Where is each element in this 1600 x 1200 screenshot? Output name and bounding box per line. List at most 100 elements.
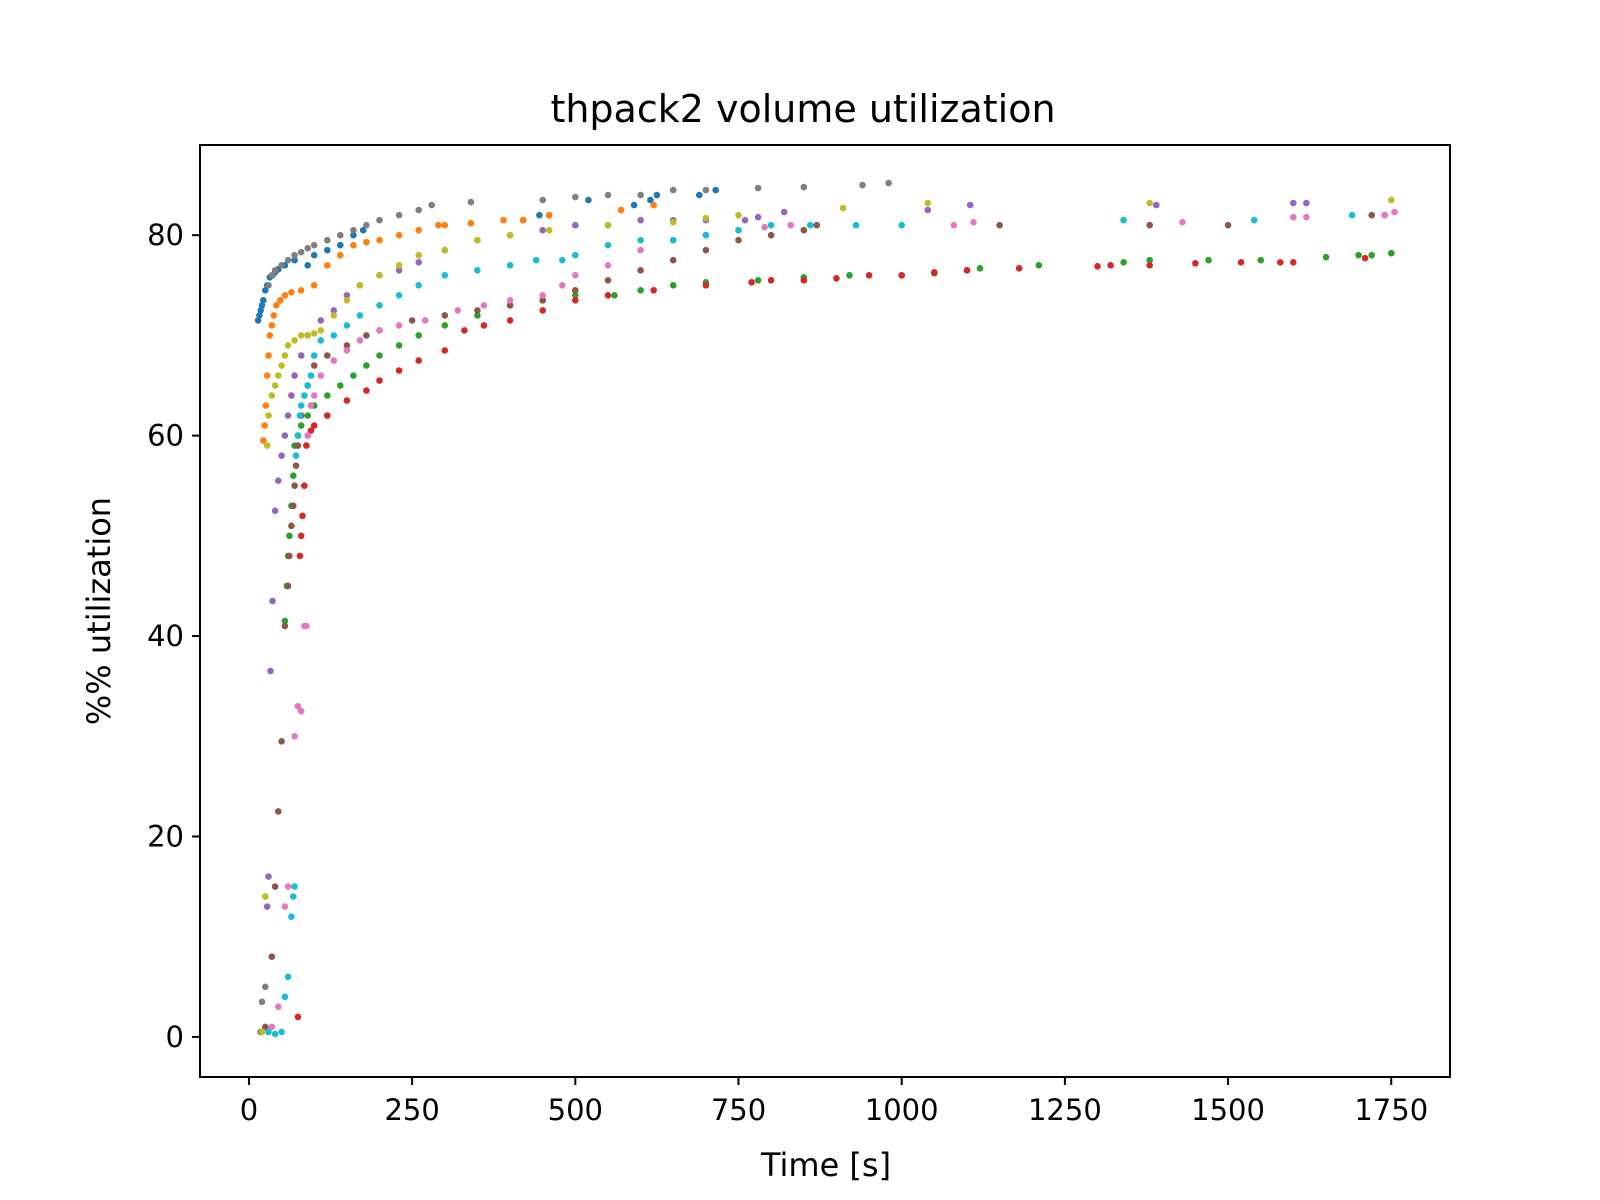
data-point — [271, 883, 279, 890]
y-tick-label: 40 — [147, 619, 184, 653]
data-point — [262, 287, 269, 294]
data-point — [604, 191, 612, 199]
data-point — [356, 312, 364, 319]
x-tick-label: 1000 — [865, 1093, 939, 1127]
data-point — [284, 412, 292, 419]
data-point — [833, 275, 840, 282]
data-point — [474, 307, 481, 314]
data-point — [268, 392, 276, 399]
data-point — [669, 218, 677, 226]
data-point — [269, 597, 276, 605]
data-point — [286, 552, 293, 560]
data-point — [263, 903, 271, 910]
data-point — [428, 201, 436, 209]
data-point — [545, 226, 553, 234]
data-point — [572, 292, 579, 299]
data-point — [310, 362, 318, 369]
data-point — [813, 221, 821, 229]
data-point — [317, 327, 325, 334]
data-point — [260, 437, 267, 444]
data-point — [330, 332, 338, 339]
data-point — [304, 382, 312, 389]
data-point — [748, 279, 755, 286]
data-point — [350, 226, 357, 234]
data-point — [271, 267, 279, 274]
data-point — [262, 1023, 269, 1031]
data-point — [270, 312, 278, 319]
data-point — [1277, 259, 1284, 266]
data-point — [395, 322, 403, 329]
data-point — [376, 352, 383, 359]
data-point — [304, 332, 312, 339]
data-point — [265, 282, 272, 289]
data-point — [735, 236, 742, 244]
data-point — [304, 244, 312, 252]
data-point — [1146, 256, 1153, 264]
data-point — [288, 913, 295, 920]
data-point — [506, 317, 514, 324]
data-point — [273, 302, 280, 309]
data-point — [839, 204, 847, 212]
data-point — [263, 442, 271, 449]
data-point — [268, 953, 276, 960]
data-point — [1153, 201, 1160, 209]
data-point — [337, 251, 344, 259]
data-point — [604, 262, 612, 269]
data-point — [310, 251, 318, 259]
data-point — [931, 269, 938, 276]
data-point — [256, 312, 263, 319]
data-point — [363, 238, 370, 246]
data-point — [258, 1028, 266, 1036]
data-point — [262, 402, 270, 409]
data-point — [637, 246, 644, 254]
data-point — [702, 186, 710, 194]
data-point — [441, 221, 449, 229]
data-point — [630, 201, 638, 209]
data-point — [307, 402, 315, 409]
data-point — [415, 332, 423, 339]
data-point — [761, 223, 768, 231]
data-point — [1146, 262, 1153, 269]
data-point — [284, 342, 292, 349]
data-point — [278, 452, 285, 460]
data-point — [301, 482, 308, 490]
data-point — [291, 372, 298, 379]
data-point — [474, 236, 481, 244]
data-point — [539, 226, 546, 234]
data-point — [297, 422, 305, 429]
data-point — [506, 297, 514, 304]
data-point — [539, 297, 546, 304]
data-point — [441, 246, 449, 254]
data-point — [669, 282, 677, 289]
data-point — [297, 248, 305, 256]
data-point — [1368, 211, 1375, 219]
data-point — [324, 236, 331, 244]
data-point — [337, 231, 344, 239]
chart-title: thpack2 volume utilization — [550, 87, 1055, 131]
data-point — [1205, 256, 1212, 264]
data-point — [669, 256, 677, 264]
data-point — [1237, 259, 1245, 266]
data-point — [735, 211, 742, 219]
data-point — [467, 198, 475, 206]
data-point — [258, 302, 266, 309]
data-point — [297, 402, 305, 409]
data-point — [324, 262, 331, 269]
data-point — [415, 251, 423, 259]
data-point — [1015, 265, 1023, 272]
data-point — [297, 532, 305, 540]
data-point — [441, 347, 449, 354]
data-point — [924, 199, 932, 207]
data-point — [539, 307, 546, 314]
data-point — [395, 267, 403, 274]
data-point — [1348, 211, 1356, 219]
data-point — [885, 179, 892, 187]
data-point — [307, 372, 315, 379]
data-point — [653, 191, 661, 199]
data-point — [572, 297, 579, 304]
data-point — [376, 377, 383, 384]
data-point — [317, 337, 325, 344]
data-point — [281, 617, 289, 625]
data-point — [324, 352, 331, 359]
data-point — [572, 251, 579, 259]
